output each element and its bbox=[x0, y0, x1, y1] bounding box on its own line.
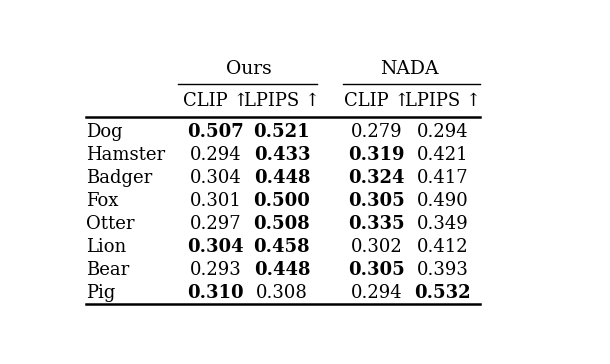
Text: Fox: Fox bbox=[85, 192, 118, 210]
Text: 0.448: 0.448 bbox=[254, 261, 310, 279]
Text: 0.417: 0.417 bbox=[417, 169, 468, 187]
Text: 0.335: 0.335 bbox=[348, 215, 405, 233]
Text: 0.521: 0.521 bbox=[254, 123, 310, 141]
Text: LPIPS ↑: LPIPS ↑ bbox=[404, 92, 481, 110]
Text: NADA: NADA bbox=[380, 60, 439, 78]
Text: 0.508: 0.508 bbox=[254, 215, 310, 233]
Text: Badger: Badger bbox=[85, 169, 152, 187]
Text: 0.304: 0.304 bbox=[190, 169, 242, 187]
Text: Bear: Bear bbox=[85, 261, 129, 279]
Text: 0.412: 0.412 bbox=[417, 238, 468, 256]
Text: 0.319: 0.319 bbox=[348, 146, 404, 164]
Text: Ours: Ours bbox=[226, 60, 271, 78]
Text: 0.301: 0.301 bbox=[190, 192, 242, 210]
Text: 0.305: 0.305 bbox=[348, 192, 405, 210]
Text: Dog: Dog bbox=[85, 123, 123, 141]
Text: CLIP ↑: CLIP ↑ bbox=[343, 92, 409, 110]
Text: 0.421: 0.421 bbox=[417, 146, 468, 164]
Text: CLIP ↑: CLIP ↑ bbox=[183, 92, 248, 110]
Text: 0.294: 0.294 bbox=[351, 284, 402, 302]
Text: 0.500: 0.500 bbox=[254, 192, 310, 210]
Text: 0.293: 0.293 bbox=[190, 261, 242, 279]
Text: Lion: Lion bbox=[85, 238, 126, 256]
Text: 0.448: 0.448 bbox=[254, 169, 310, 187]
Text: 0.490: 0.490 bbox=[417, 192, 468, 210]
Text: LPIPS ↑: LPIPS ↑ bbox=[244, 92, 320, 110]
Text: 0.294: 0.294 bbox=[417, 123, 468, 141]
Text: Hamster: Hamster bbox=[85, 146, 165, 164]
Text: 0.304: 0.304 bbox=[187, 238, 244, 256]
Text: 0.297: 0.297 bbox=[190, 215, 242, 233]
Text: Otter: Otter bbox=[85, 215, 134, 233]
Text: Pig: Pig bbox=[85, 284, 115, 302]
Text: 0.302: 0.302 bbox=[351, 238, 403, 256]
Text: 0.393: 0.393 bbox=[417, 261, 468, 279]
Text: 0.294: 0.294 bbox=[190, 146, 242, 164]
Text: 0.349: 0.349 bbox=[417, 215, 468, 233]
Text: 0.324: 0.324 bbox=[348, 169, 404, 187]
Text: 0.458: 0.458 bbox=[254, 238, 310, 256]
Text: 0.310: 0.310 bbox=[187, 284, 244, 302]
Text: 0.532: 0.532 bbox=[414, 284, 471, 302]
Text: 0.433: 0.433 bbox=[254, 146, 310, 164]
Text: 0.507: 0.507 bbox=[187, 123, 244, 141]
Text: 0.308: 0.308 bbox=[256, 284, 308, 302]
Text: 0.279: 0.279 bbox=[351, 123, 402, 141]
Text: 0.305: 0.305 bbox=[348, 261, 405, 279]
